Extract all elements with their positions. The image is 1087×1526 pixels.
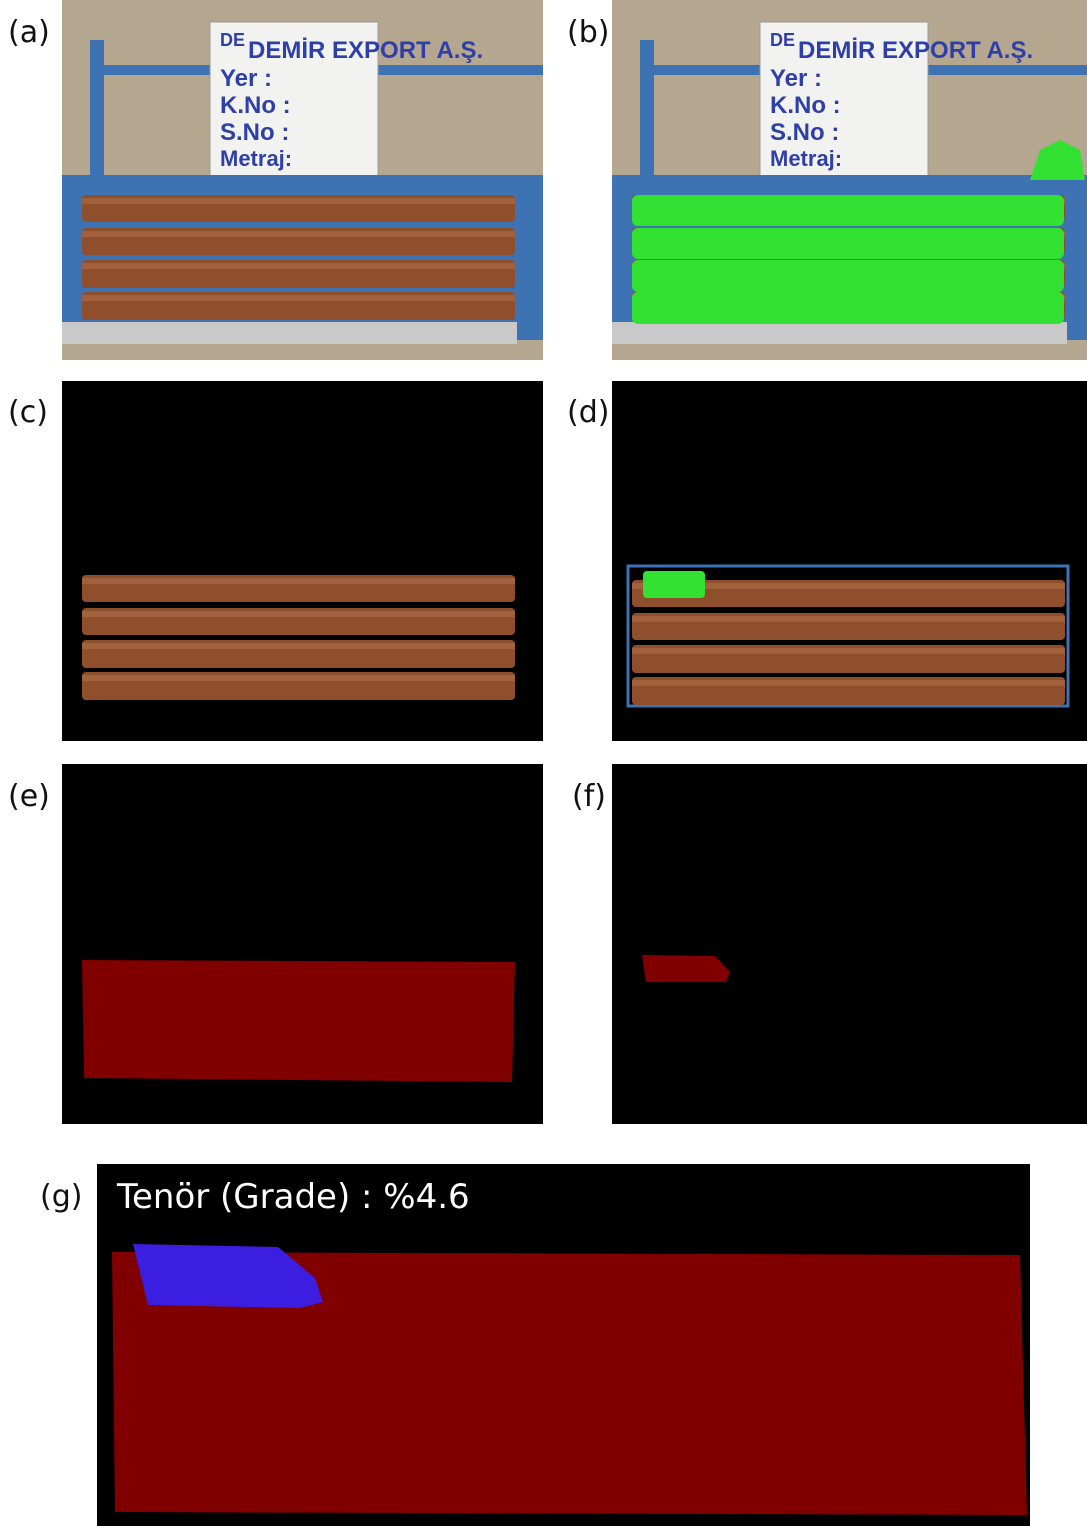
- segmentation-overlay: [632, 292, 1064, 324]
- panels: [62, 0, 1087, 1526]
- sign-logo: DE: [770, 30, 795, 50]
- core-shade: [82, 231, 515, 237]
- sign-field: Metraj:: [220, 146, 292, 171]
- sign-field: Yer :: [770, 65, 822, 92]
- mask-region: [642, 955, 730, 982]
- core-shade: [632, 680, 1065, 686]
- frame-post: [640, 40, 654, 180]
- sign-field: S.No :: [770, 119, 839, 146]
- mask-core: [82, 960, 515, 1082]
- ruler: [612, 322, 1067, 344]
- panel-label: (g): [40, 1179, 82, 1214]
- sign-logo: DE: [220, 30, 245, 50]
- panel-label: (f): [572, 779, 606, 814]
- sign-field: K.No :: [770, 92, 841, 119]
- figure: (a) (b) (c) (d) (e) (f) (g) Tenör (Grade…: [0, 0, 1087, 1526]
- panel-label: (d): [567, 395, 609, 430]
- core-shade: [82, 263, 515, 269]
- sign-field: S.No :: [220, 119, 289, 146]
- panel-label: (e): [8, 779, 50, 814]
- sign-field: Yer :: [220, 65, 272, 92]
- core-shade: [82, 611, 515, 617]
- core-shade: [82, 578, 515, 584]
- core-shade: [632, 648, 1065, 654]
- core-shade: [82, 198, 515, 204]
- panel-label: (b): [567, 15, 609, 50]
- grade-text: Tenör (Grade) : %4.6: [116, 1177, 470, 1217]
- core-shade: [82, 675, 515, 681]
- core-shade: [82, 295, 515, 301]
- frame-post: [90, 40, 104, 180]
- panel-label: (a): [8, 15, 50, 50]
- detected-region: [643, 571, 705, 598]
- core-shade: [632, 616, 1065, 622]
- sign-company: DEMİR EXPORT A.Ş.: [798, 37, 1033, 64]
- segmentation-overlay: [632, 260, 1064, 292]
- black-panel: [612, 764, 1087, 1124]
- sign-field: Metraj:: [770, 146, 842, 171]
- sign-field: K.No :: [220, 92, 291, 119]
- sign-company: DEMİR EXPORT A.Ş.: [248, 37, 483, 64]
- ruler: [62, 322, 517, 344]
- core-shade: [82, 643, 515, 649]
- segmentation-overlay: [632, 195, 1064, 226]
- segmentation-overlay: [632, 228, 1064, 259]
- panel-label: (c): [8, 395, 48, 430]
